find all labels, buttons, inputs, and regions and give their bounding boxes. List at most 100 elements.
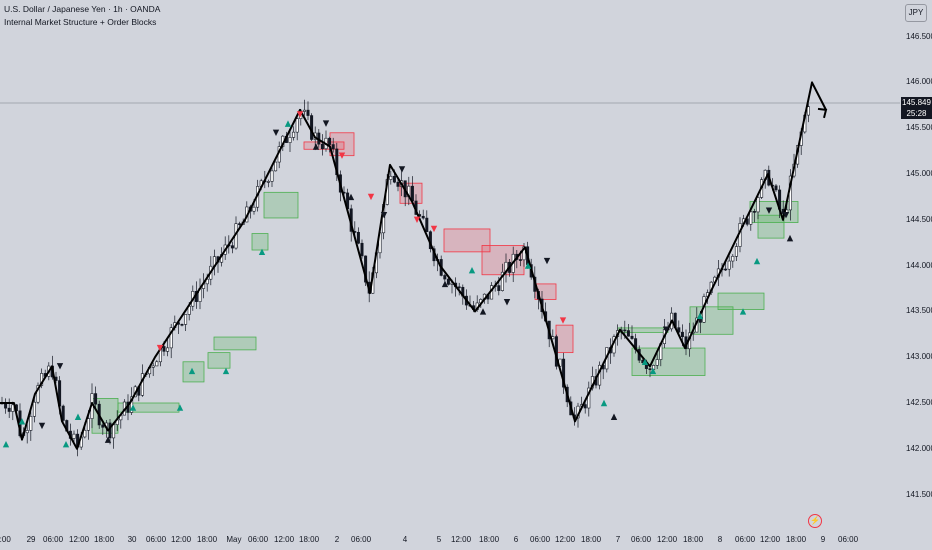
- candle-body: [162, 346, 166, 352]
- time-label: 7: [615, 535, 621, 544]
- time-label: 12:00: [555, 535, 576, 544]
- candle-body: [180, 324, 184, 326]
- candle-body: [320, 143, 324, 150]
- candle-body: [806, 106, 810, 116]
- price-label: 141.500: [906, 489, 932, 499]
- bar-countdown: 25:28: [906, 109, 927, 118]
- structure-marker-up: [222, 367, 230, 375]
- structure-marker-up: [753, 257, 761, 265]
- time-label: 30: [127, 535, 137, 544]
- structure-marker-down: [543, 257, 551, 265]
- time-label: 12:00: [274, 535, 295, 544]
- structure-marker-up: [62, 441, 70, 448]
- candle-body: [266, 181, 270, 183]
- structure-marker-up: [312, 143, 320, 150]
- candle-body: [752, 211, 756, 213]
- candle-body: [392, 175, 396, 183]
- candle-body: [184, 314, 188, 325]
- price-label: 146.000: [906, 77, 932, 87]
- candle-body: [238, 223, 242, 225]
- time-label: 12:00: [69, 535, 90, 544]
- structure-marker-down: [782, 212, 790, 219]
- price-label: 145.500: [906, 123, 932, 133]
- candle-body: [130, 396, 134, 413]
- time-label: May: [226, 535, 242, 544]
- structure-marker-up: [188, 367, 196, 375]
- structure-markers: [2, 111, 794, 448]
- market-structure-zigzag: [0, 81, 828, 450]
- candle-body: [11, 404, 15, 412]
- structure-marker-up: [468, 266, 476, 274]
- candle-body: [32, 401, 36, 417]
- time-label: 4: [402, 535, 408, 544]
- candle-body: [61, 405, 65, 421]
- time-label: 18:00: [581, 535, 602, 544]
- candle-body: [7, 407, 11, 412]
- indicator-title[interactable]: Internal Market Structure + Order Blocks: [4, 17, 157, 27]
- structure-marker-up: [2, 441, 10, 448]
- price-label: 144.000: [906, 260, 932, 270]
- candle-body: [680, 331, 684, 338]
- candle-body: [166, 347, 170, 352]
- structure-marker-up: [641, 358, 649, 365]
- candle-body: [94, 393, 98, 405]
- candle-body: [389, 175, 393, 180]
- candle-body: [112, 424, 116, 439]
- candle-body: [230, 245, 234, 249]
- bearish-order-block: [555, 324, 574, 354]
- structure-marker-down: [296, 111, 304, 118]
- structure-marker-up: [104, 436, 112, 443]
- currency-button[interactable]: JPY: [905, 4, 927, 22]
- time-label: 12:00: [657, 535, 678, 544]
- structure-marker-down: [380, 212, 388, 219]
- chart-canvas[interactable]: [0, 0, 900, 530]
- time-label: 06:00: [838, 535, 859, 544]
- structure-marker-up: [284, 120, 292, 127]
- zigzag-arrowhead: [817, 107, 828, 119]
- time-label: 06:00: [351, 535, 372, 544]
- candle-body: [328, 137, 332, 145]
- candle-body: [562, 358, 566, 388]
- price-label: 143.000: [906, 352, 932, 362]
- candle-body: [443, 275, 447, 280]
- candle-body: [360, 242, 364, 257]
- symbol-title[interactable]: U.S. Dollar / Japanese Yen · 1h · OANDA: [4, 4, 161, 14]
- time-label: 06:00: [530, 535, 551, 544]
- candle-body: [630, 335, 634, 339]
- time-label: 2: [334, 535, 340, 544]
- structure-marker-up: [739, 308, 747, 315]
- tradingview-logo-icon[interactable]: ⚡: [808, 514, 822, 528]
- time-label: 12:00: [760, 535, 781, 544]
- candle-body: [522, 246, 526, 261]
- bullish-order-block: [717, 292, 765, 310]
- candle-body: [25, 430, 29, 434]
- candle-body: [292, 131, 296, 138]
- structure-marker-up: [600, 399, 608, 407]
- candle-body: [86, 418, 90, 431]
- candle-body: [583, 404, 587, 409]
- time-axis[interactable]: 8:002906:0012:0018:003006:0012:0018:00Ma…: [0, 530, 932, 550]
- structure-marker-down: [662, 326, 670, 333]
- structure-marker-down: [156, 344, 164, 352]
- structure-marker-down: [38, 422, 46, 430]
- candle-body: [518, 259, 522, 261]
- structure-marker-up: [524, 262, 532, 269]
- bullish-order-block: [207, 352, 231, 369]
- structure-marker-up: [649, 367, 657, 375]
- candle-body: [36, 385, 40, 403]
- price-label: 143.500: [906, 306, 932, 316]
- time-label: 8: [717, 535, 723, 544]
- structure-marker-up: [347, 193, 355, 201]
- candle-body: [724, 268, 728, 271]
- time-label: 12:00: [171, 535, 192, 544]
- time-label: 18:00: [197, 535, 218, 544]
- candle-body: [83, 429, 87, 438]
- price-axis[interactable]: 146.500 146.000 145.500 145.000 144.500 144.0…: [900, 0, 932, 530]
- candle-body: [446, 278, 450, 285]
- structure-marker-down: [413, 216, 421, 223]
- structure-marker-up: [610, 413, 618, 420]
- time-label: 06:00: [248, 535, 269, 544]
- candle-body: [72, 433, 76, 439]
- candle-body: [331, 144, 335, 150]
- bullish-order-block: [757, 214, 785, 239]
